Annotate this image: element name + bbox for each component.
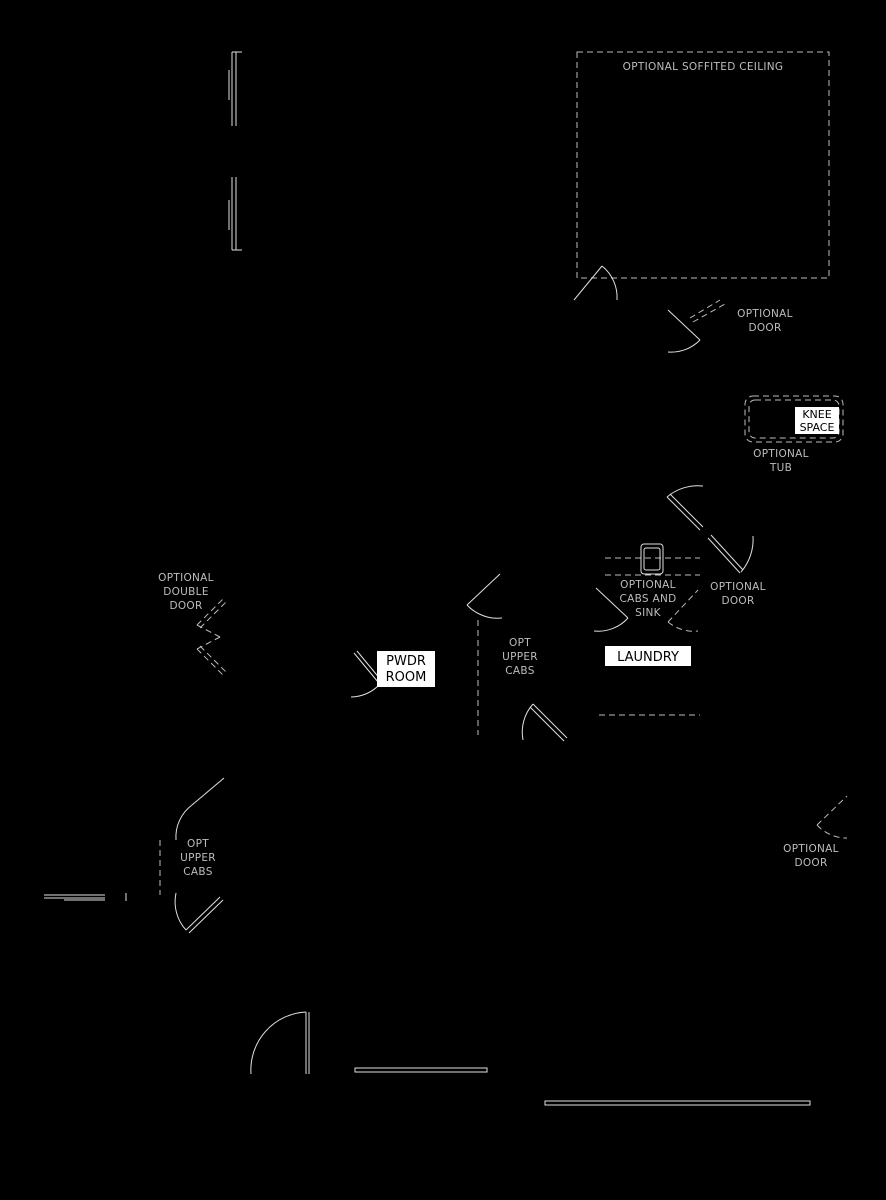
laundry-label: LAUNDRY: [617, 650, 679, 665]
window-left-lower: [228, 177, 242, 251]
knee-space-label: KNEE SPACE: [800, 408, 835, 434]
optional-door-top: [667, 299, 726, 353]
optional-door-laundry-label: OPTIONAL DOOR: [710, 581, 766, 607]
knee-space-tag: [795, 407, 839, 434]
door-swing-center: [466, 573, 568, 742]
optional-cabs-sink: [605, 543, 700, 576]
entry-door: [250, 1011, 310, 1075]
laundry-door: [593, 587, 699, 632]
opt-upper-cabs-left-label: OPT UPPER CABS: [180, 838, 216, 878]
window-bottom-right: [544, 1100, 811, 1106]
optional-cabs-sink-label: OPTIONAL CABS AND SINK: [619, 579, 676, 619]
soffited-ceiling-label: OPTIONAL SOFFITED CEILING: [623, 61, 784, 73]
window-left-bottom: [44, 893, 127, 901]
opt-upper-cabs-center-label: OPT UPPER CABS: [502, 637, 538, 677]
door-swing-left-cabs: [159, 777, 225, 934]
optional-tub-label: OPTIONAL TUB: [753, 448, 809, 474]
pwdr-room-tag: [377, 651, 435, 687]
optional-door-top-label: OPTIONAL DOOR: [737, 308, 793, 334]
optional-door-right-label: OPTIONAL DOOR: [783, 843, 839, 869]
optional-double-door-label: OPTIONAL DOUBLE DOOR: [158, 572, 214, 612]
optional-door-right: [816, 795, 848, 839]
window-bottom-center: [354, 1067, 488, 1073]
powder-room-door: [350, 650, 382, 698]
pwdr-room-label: PWDR ROOM: [386, 654, 427, 685]
door-swing-bath: [666, 485, 754, 574]
laundry-tag: [605, 646, 691, 666]
optional-double-door: [196, 596, 229, 678]
optional-tub-outline: [744, 395, 844, 443]
window-left-upper: [228, 51, 242, 126]
soffited-ceiling-outline: [576, 51, 830, 279]
door-swing-top: [573, 265, 618, 301]
